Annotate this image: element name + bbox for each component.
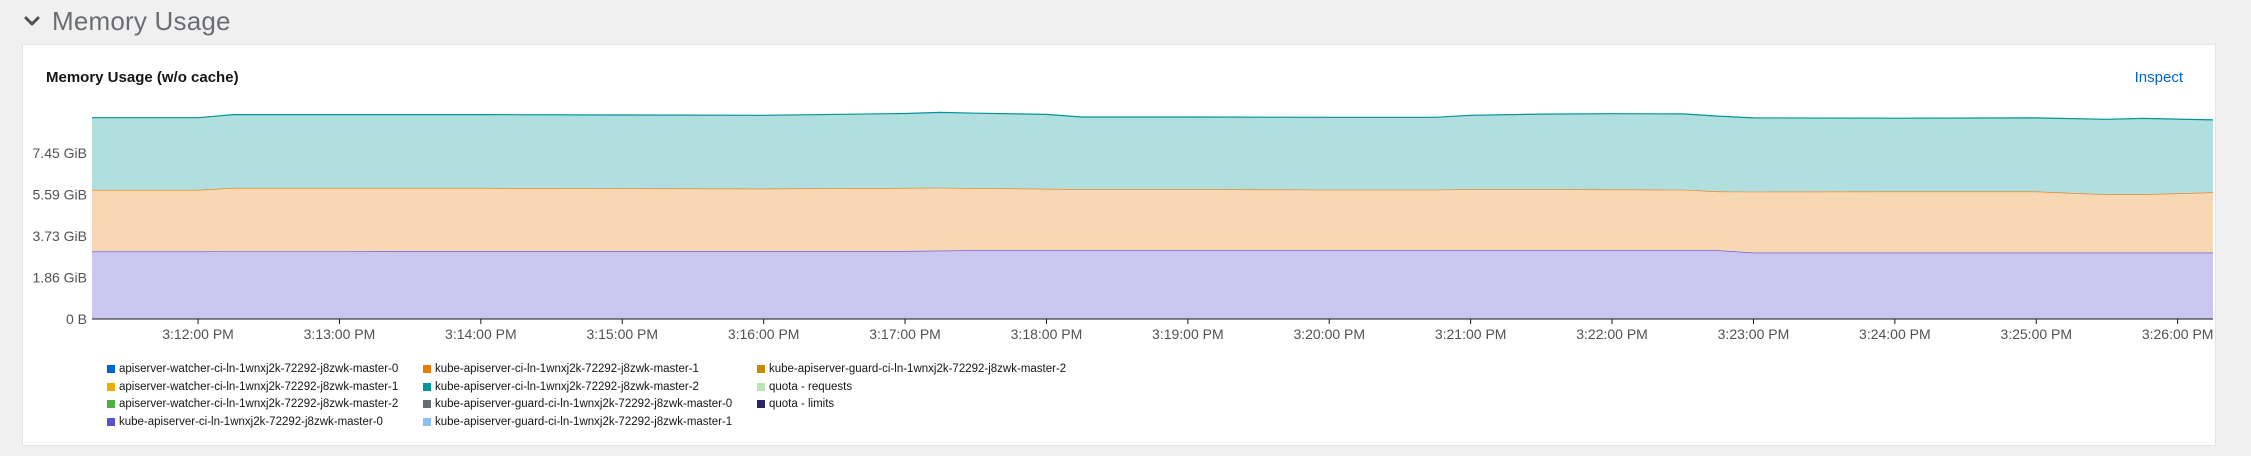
legend-item[interactable]: kube-apiserver-ci-ln-1wnxj2k-72292-j8zwk… (423, 381, 699, 393)
legend-label: kube-apiserver-guard-ci-ln-1wnxj2k-72292… (435, 398, 733, 410)
x-tick-label: 3:20:00 PM (1293, 326, 1365, 342)
x-tick-label: 3:16:00 PM (728, 326, 800, 342)
x-tick-label: 3:23:00 PM (1718, 326, 1790, 342)
legend-swatch (757, 400, 765, 408)
memory-usage-card: 0 B 1.86 GiB 3.73 GiB 5.59 GiB 7.45 GiB 3:12:… (22, 44, 2216, 446)
x-tick-label: 3:22:00 PM (1576, 326, 1648, 342)
legend-swatch (107, 417, 115, 426)
x-tick-label: 3:19:00 PM (1152, 326, 1224, 342)
legend-label: kube-apiserver-ci-ln-1wnxj2k-72292-j8zwk… (435, 380, 699, 393)
series-area-3 (92, 112, 2213, 195)
y-tick-label: 1.86 GiB (33, 270, 87, 286)
x-tick-label: 3:17:00 PM (869, 326, 941, 342)
legend-item[interactable]: quota - limits (757, 398, 834, 410)
x-tick-label: 3:18:00 PM (1011, 326, 1083, 342)
legend-item[interactable]: kube-apiserver-ci-ln-1wnxj2k-72292-j8zwk… (423, 363, 699, 375)
legend-label: kube-apiserver-ci-ln-1wnxj2k-72292-j8zwk… (435, 363, 699, 375)
section-title: Memory Usage (52, 5, 231, 36)
series-area-2 (92, 187, 2213, 253)
legend-swatch (423, 382, 431, 391)
legend-item[interactable]: apiserver-watcher-ci-ln-1wnxj2k-72292-j8… (107, 398, 398, 410)
legend-swatch (107, 382, 115, 391)
x-tick-label: 3:21:00 PM (1435, 326, 1507, 342)
legend-swatch (423, 400, 431, 408)
legend-label: apiserver-watcher-ci-ln-1wnxj2k-72292-j8… (119, 380, 399, 393)
legend-label: apiserver-watcher-ci-ln-1wnxj2k-72292-j8… (119, 363, 399, 375)
y-tick-label: 5.59 GiB (33, 186, 87, 202)
chart-legend: apiserver-watcher-ci-ln-1wnxj2k-72292-j8… (107, 363, 1207, 443)
legend-label: kube-apiserver-guard-ci-ln-1wnxj2k-72292… (435, 415, 733, 428)
card-title: Memory Usage (w/o cache) (46, 69, 239, 86)
legend-item[interactable]: kube-apiserver-ci-ln-1wnxj2k-72292-j8zwk… (107, 416, 383, 428)
x-tick-label: 3:12:00 PM (162, 326, 234, 342)
legend-swatch (423, 417, 431, 426)
legend-item[interactable]: quota - requests (757, 381, 852, 393)
y-tick-label: 7.45 GiB (33, 145, 87, 161)
series-line-3 (92, 111, 2214, 121)
x-tick-label: 3:13:00 PM (304, 326, 376, 342)
legend-swatch (107, 365, 115, 373)
legend-item[interactable]: kube-apiserver-guard-ci-ln-1wnxj2k-72292… (757, 363, 1066, 375)
legend-label: kube-apiserver-guard-ci-ln-1wnxj2k-72292… (769, 363, 1067, 375)
memory-usage-chart: 0 B 1.86 GiB 3.73 GiB 5.59 GiB 7.45 GiB 3:12:… (33, 111, 2214, 342)
section-toggle[interactable]: Memory Usage (22, 0, 231, 42)
legend-swatch (107, 400, 115, 408)
y-tick-label: 3.73 GiB (33, 228, 87, 244)
legend-label: kube-apiserver-ci-ln-1wnxj2k-72292-j8zwk… (119, 415, 383, 428)
x-tick-label: 3:14:00 PM (445, 326, 517, 342)
legend-swatch (423, 365, 431, 373)
x-tick-label: 3:26:00 PM (2142, 326, 2214, 342)
legend-item[interactable]: kube-apiserver-guard-ci-ln-1wnxj2k-72292… (423, 398, 732, 410)
legend-label: quota - requests (769, 380, 853, 393)
legend-swatch (757, 365, 765, 373)
series-area-1 (92, 250, 2213, 319)
legend-swatch (757, 382, 765, 391)
x-tick-label: 3:24:00 PM (1859, 326, 1931, 342)
inspect-link[interactable]: Inspect (2134, 69, 2183, 86)
y-tick-label: 0 B (66, 311, 87, 327)
legend-item[interactable]: apiserver-watcher-ci-ln-1wnxj2k-72292-j8… (107, 381, 398, 393)
legend-label: apiserver-watcher-ci-ln-1wnxj2k-72292-j8… (119, 398, 399, 410)
chevron-down-icon (22, 11, 42, 31)
legend-label: quota - limits (769, 398, 835, 410)
x-tick-label: 3:25:00 PM (2000, 326, 2072, 342)
x-tick-label: 3:15:00 PM (586, 326, 658, 342)
legend-item[interactable]: apiserver-watcher-ci-ln-1wnxj2k-72292-j8… (107, 363, 398, 375)
legend-item[interactable]: kube-apiserver-guard-ci-ln-1wnxj2k-72292… (423, 416, 732, 428)
